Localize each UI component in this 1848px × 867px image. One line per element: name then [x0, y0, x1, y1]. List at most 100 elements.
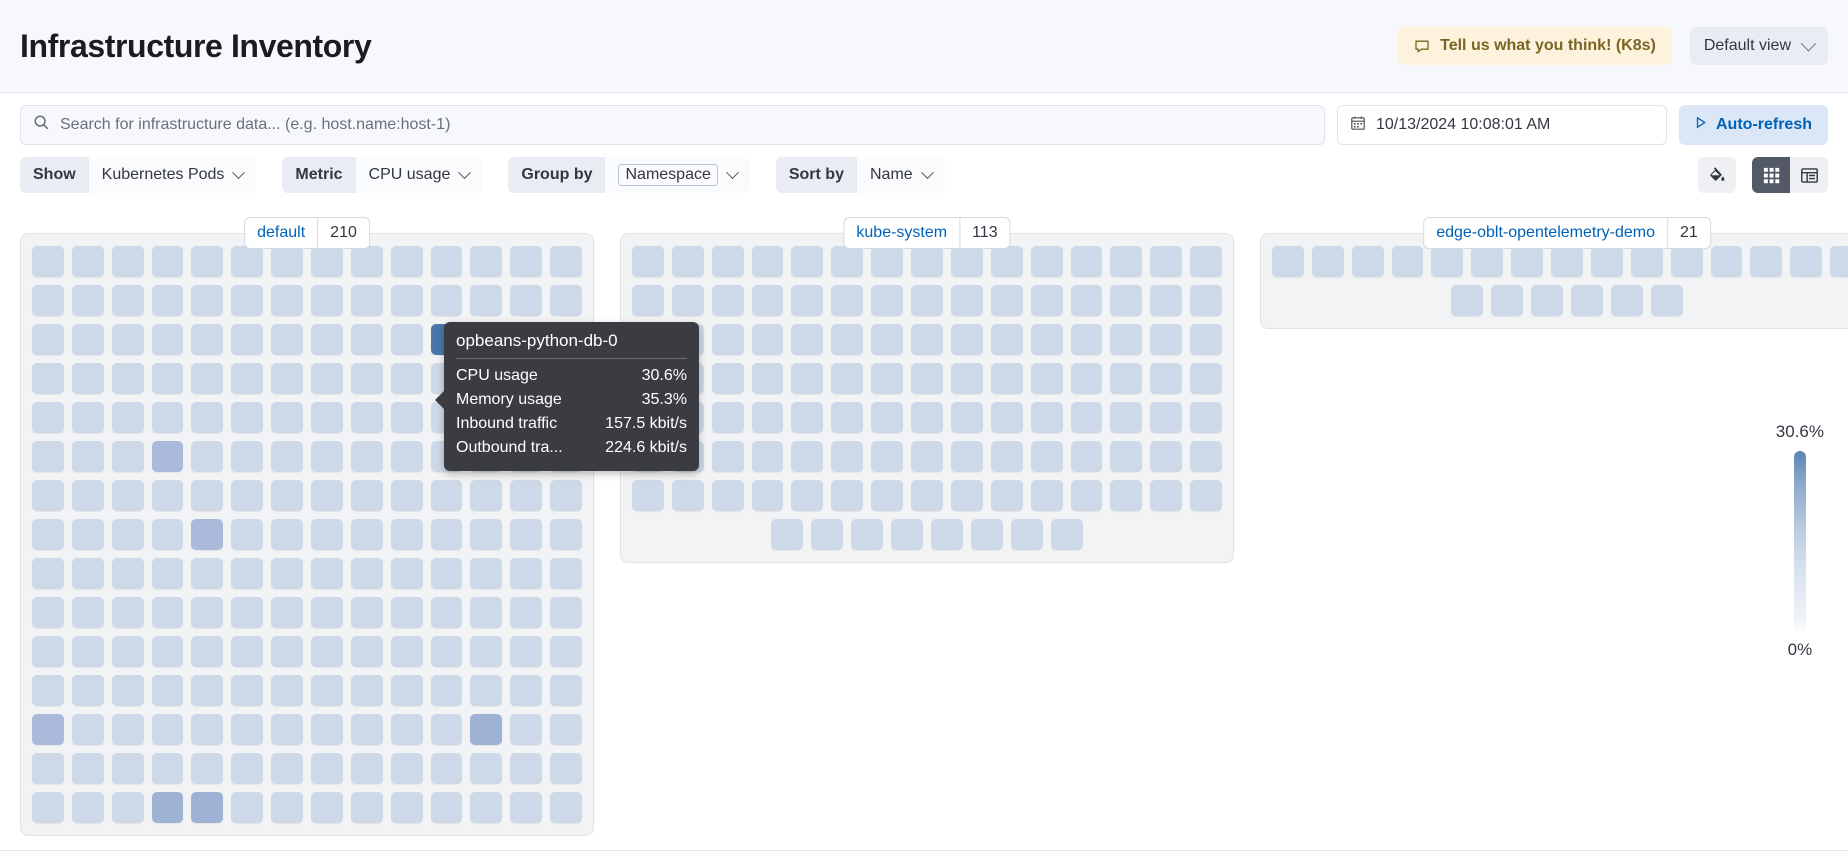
- date-picker[interactable]: 10/13/2024 10:08:01 AM: [1336, 105, 1667, 145]
- pod-cell[interactable]: [632, 480, 664, 511]
- pod-cell[interactable]: [791, 324, 824, 355]
- pod-cell[interactable]: [430, 285, 463, 316]
- pod-cell[interactable]: [430, 519, 463, 550]
- pod-cell[interactable]: [350, 675, 383, 706]
- pod-cell[interactable]: [470, 597, 503, 628]
- pod-cell[interactable]: [711, 363, 744, 394]
- pod-cell[interactable]: [550, 597, 583, 628]
- pod-cell[interactable]: [911, 363, 943, 394]
- pod-cell[interactable]: [350, 597, 383, 628]
- pod-cell[interactable]: [111, 714, 144, 745]
- pod-cell[interactable]: [1070, 363, 1103, 394]
- pod-cell[interactable]: [111, 480, 144, 511]
- feedback-button[interactable]: Tell us what you think! (K8s): [1398, 27, 1672, 65]
- pod-cell[interactable]: [191, 324, 224, 355]
- pod-cell[interactable]: [151, 402, 184, 433]
- pod-cell[interactable]: [151, 441, 184, 472]
- table-view-icon[interactable]: [1790, 157, 1828, 193]
- pod-cell[interactable]: [271, 753, 303, 784]
- pod-cell[interactable]: [1150, 285, 1183, 316]
- pod-cell[interactable]: [510, 675, 543, 706]
- pod-cell[interactable]: [470, 519, 503, 550]
- pod-cell[interactable]: [1110, 402, 1143, 433]
- pod-cell[interactable]: [151, 480, 184, 511]
- pod-cell[interactable]: [350, 441, 383, 472]
- pod-cell[interactable]: [151, 285, 184, 316]
- pod-cell[interactable]: [550, 480, 583, 511]
- pod-cell[interactable]: [711, 246, 744, 277]
- pod-cell[interactable]: [470, 714, 503, 745]
- pod-cell[interactable]: [751, 324, 784, 355]
- pod-cell[interactable]: [1571, 285, 1603, 316]
- pod-cell[interactable]: [891, 519, 923, 550]
- pod-cell[interactable]: [271, 675, 303, 706]
- pod-cell[interactable]: [510, 558, 543, 589]
- pod-cell[interactable]: [990, 324, 1023, 355]
- pod-cell[interactable]: [971, 519, 1003, 550]
- pod-cell[interactable]: [1391, 246, 1424, 277]
- pod-cell[interactable]: [1110, 363, 1143, 394]
- pod-cell[interactable]: [271, 636, 303, 667]
- pod-cell[interactable]: [1150, 363, 1183, 394]
- pod-cell[interactable]: [550, 675, 583, 706]
- pod-cell[interactable]: [311, 675, 343, 706]
- pod-cell[interactable]: [911, 324, 943, 355]
- pod-cell[interactable]: [350, 246, 383, 277]
- pod-cell[interactable]: [151, 558, 184, 589]
- pod-cell[interactable]: [191, 714, 224, 745]
- pod-cell[interactable]: [231, 285, 264, 316]
- pod-cell[interactable]: [71, 753, 104, 784]
- pod-cell[interactable]: [550, 636, 583, 667]
- pod-cell[interactable]: [871, 402, 904, 433]
- pod-cell[interactable]: [1451, 285, 1483, 316]
- pod-cell[interactable]: [1110, 285, 1143, 316]
- pod-cell[interactable]: [831, 363, 864, 394]
- pod-cell[interactable]: [31, 597, 64, 628]
- pod-cell[interactable]: [1150, 246, 1183, 277]
- pod-cell[interactable]: [191, 558, 224, 589]
- pod-cell[interactable]: [950, 363, 983, 394]
- pod-cell[interactable]: [31, 324, 64, 355]
- pod-cell[interactable]: [1272, 246, 1304, 277]
- pod-cell[interactable]: [550, 519, 583, 550]
- pod-cell[interactable]: [231, 675, 264, 706]
- pod-cell[interactable]: [151, 753, 184, 784]
- pod-cell[interactable]: [350, 753, 383, 784]
- pod-cell[interactable]: [430, 246, 463, 277]
- pod-cell[interactable]: [191, 402, 224, 433]
- pod-cell[interactable]: [31, 441, 64, 472]
- group-name-link[interactable]: kube-system: [844, 218, 961, 248]
- pod-cell[interactable]: [31, 636, 64, 667]
- pod-cell[interactable]: [311, 480, 343, 511]
- pod-cell[interactable]: [751, 285, 784, 316]
- pod-cell[interactable]: [1070, 285, 1103, 316]
- pod-cell[interactable]: [430, 714, 463, 745]
- pod-cell[interactable]: [111, 441, 144, 472]
- pod-cell[interactable]: [231, 714, 264, 745]
- pod-cell[interactable]: [1030, 402, 1063, 433]
- pod-cell[interactable]: [350, 480, 383, 511]
- pod-cell[interactable]: [231, 597, 264, 628]
- pod-cell[interactable]: [791, 246, 824, 277]
- pod-cell[interactable]: [430, 597, 463, 628]
- pod-cell[interactable]: [31, 402, 64, 433]
- auto-refresh-button[interactable]: Auto-refresh: [1678, 105, 1828, 145]
- pod-cell[interactable]: [1070, 441, 1103, 472]
- pod-cell[interactable]: [350, 285, 383, 316]
- pod-cell[interactable]: [1511, 246, 1544, 277]
- pod-cell[interactable]: [151, 363, 184, 394]
- pod-cell[interactable]: [430, 636, 463, 667]
- pod-cell[interactable]: [711, 480, 744, 511]
- pod-cell[interactable]: [311, 753, 343, 784]
- pod-cell[interactable]: [271, 402, 303, 433]
- pod-cell[interactable]: [311, 636, 343, 667]
- default-view-button[interactable]: Default view: [1689, 27, 1828, 65]
- pod-cell[interactable]: [1531, 285, 1563, 316]
- pod-cell[interactable]: [390, 363, 423, 394]
- pod-cell[interactable]: [791, 402, 824, 433]
- pod-cell[interactable]: [31, 285, 64, 316]
- pod-cell[interactable]: [1190, 285, 1222, 316]
- pod-cell[interactable]: [390, 597, 423, 628]
- pod-cell[interactable]: [550, 792, 583, 823]
- color-fill-icon[interactable]: [1698, 157, 1736, 193]
